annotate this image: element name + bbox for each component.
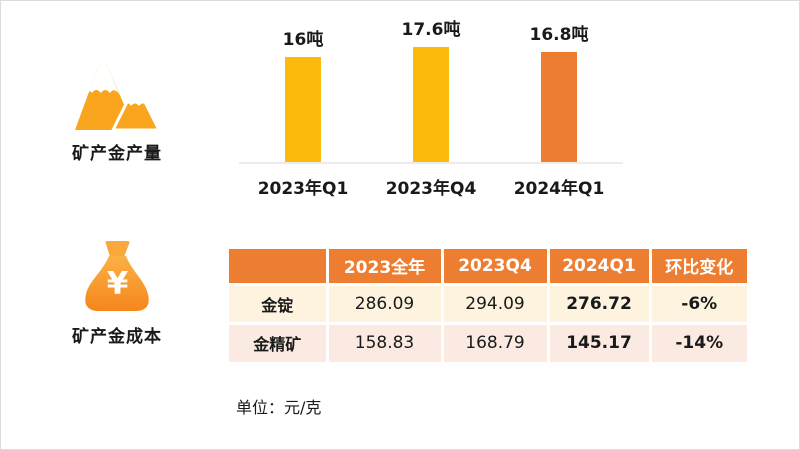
cost-table-column-header: 环比变化	[650, 249, 747, 284]
cost-section: ¥ 矿产金成本	[59, 241, 175, 347]
cost-table-column-header	[229, 249, 329, 284]
cost-section-label: 矿产金成本	[72, 327, 162, 347]
cost-table-cell: 158.83	[327, 321, 444, 362]
bar-value-label: 16.8吨	[529, 25, 589, 45]
cost-table-column-header: 2023全年	[327, 249, 444, 284]
cost-table-column-header: 2024Q1	[548, 249, 652, 284]
money-bag-icon: ¥	[85, 241, 149, 311]
bar-category-label: 2023年Q1	[257, 179, 349, 199]
bar-column: 16吨	[239, 25, 367, 162]
mountains-icon	[75, 63, 161, 132]
cost-table-cell: -14%	[650, 321, 747, 362]
bar-column: 17.6吨	[367, 15, 495, 162]
svg-text:¥: ¥	[107, 266, 129, 302]
bar-category-label: 2024年Q1	[513, 179, 605, 199]
cost-table-header-row: 2023全年 2023Q4 2024Q1 环比变化	[229, 249, 747, 284]
production-section-label: 矿产金产量	[72, 144, 162, 164]
cost-table-cell: 286.09	[327, 282, 444, 323]
bar-chart-plot-area: 16吨 17.6吨 16.8吨	[239, 20, 623, 164]
bar	[413, 47, 449, 162]
production-bar-chart: 16吨 17.6吨 16.8吨 2023年Q1 2023年Q4 2024年Q1	[239, 20, 623, 199]
bar	[541, 52, 577, 162]
cost-table-cell: -6%	[650, 282, 747, 323]
cost-table: 2023全年 2023Q4 2024Q1 环比变化 金锭 286.09 294.09 276…	[229, 249, 747, 362]
cost-table-cell: 168.79	[442, 321, 550, 362]
bar-value-label: 16吨	[282, 30, 324, 50]
bar-value-label: 17.6吨	[401, 20, 461, 40]
row-label: 金锭	[229, 282, 329, 323]
unit-note: 单位：元/克	[236, 398, 322, 417]
row-label: 金精矿	[229, 321, 329, 362]
cost-table-row: 金精矿 158.83 168.79 145.17 -14%	[229, 321, 747, 362]
bar-column: 16.8吨	[495, 20, 623, 162]
cost-table-cell: 145.17	[548, 321, 652, 362]
cost-table-row: 金锭 286.09 294.09 276.72 -6%	[229, 282, 747, 323]
cost-table-cell: 294.09	[442, 282, 550, 323]
bar-category-label: 2023年Q4	[385, 179, 477, 199]
cost-table-column-header: 2023Q4	[442, 249, 550, 284]
production-section: 矿产金产量	[59, 54, 175, 164]
bar	[285, 57, 321, 162]
bar-chart-category-axis: 2023年Q1 2023年Q4 2024年Q1	[239, 174, 623, 199]
cost-table-cell: 276.72	[548, 282, 652, 323]
